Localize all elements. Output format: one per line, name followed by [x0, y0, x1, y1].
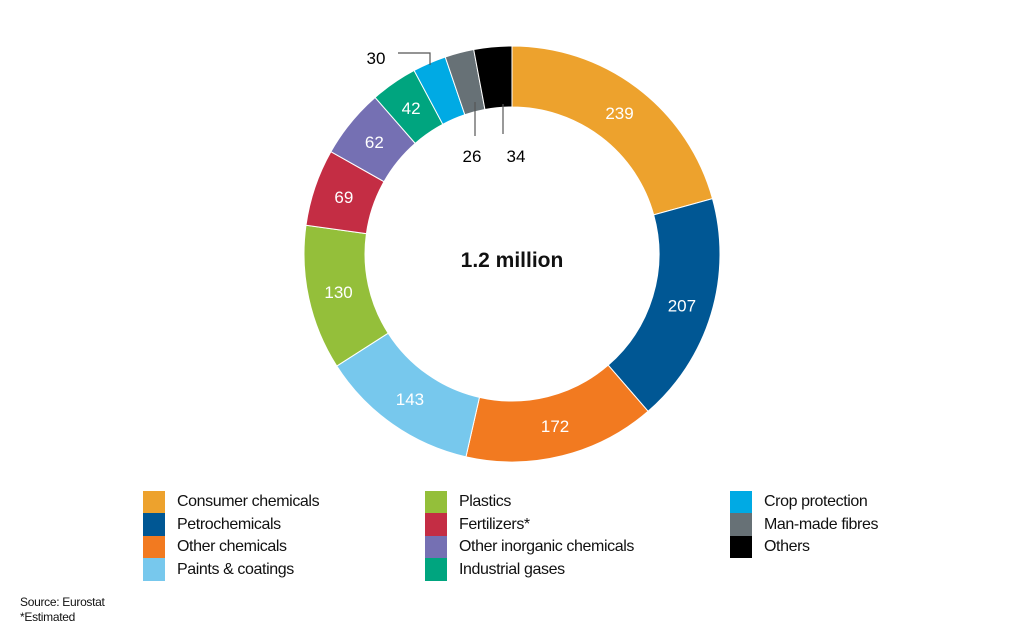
legend-item: Industrial gases [425, 558, 565, 581]
slice-value-label: 143 [396, 390, 424, 409]
legend-item: Plastics [425, 490, 511, 514]
legend-swatch [143, 513, 165, 536]
legend-swatch [730, 535, 752, 559]
slice-value-label: 30 [367, 49, 386, 68]
legend-label: Industrial gases [459, 560, 565, 578]
legend-item: Crop protection [730, 490, 868, 514]
footnote: *Estimated [20, 610, 76, 624]
legend-swatch [730, 513, 752, 536]
legend-label: Plastics [459, 493, 511, 510]
legend-swatch [425, 513, 447, 536]
legend-swatch [143, 558, 165, 581]
slice-value-label: 172 [541, 417, 569, 436]
legend-item: Paints & coatings [143, 558, 294, 581]
legend-item: Other inorganic chemicals [425, 535, 634, 559]
legend-swatch [730, 490, 752, 514]
slice-value-label: 62 [365, 133, 384, 152]
legend-item: Fertilizers* [425, 513, 530, 536]
legend-item: Other chemicals [143, 535, 287, 559]
legend-swatch [143, 535, 165, 559]
slice-value-label: 42 [402, 99, 421, 118]
slice-others [473, 45, 513, 111]
legend-swatch [425, 490, 447, 514]
legend-label: Man-made fibres [764, 515, 879, 533]
slice-value-label: 207 [668, 296, 696, 315]
slice-value-label: 26 [463, 147, 482, 166]
leader-line [398, 52, 431, 65]
legend-label: Fertilizers* [459, 515, 530, 533]
legend-swatch [425, 535, 447, 559]
slice-consumer-chemicals [511, 45, 714, 216]
legend-label: Paints & coatings [177, 560, 294, 578]
center-label: 1.2 million [461, 249, 564, 272]
legend-label: Other inorganic chemicals [459, 538, 634, 555]
legend-item: Consumer chemicals [143, 490, 320, 514]
legend-label: Consumer chemicals [177, 493, 320, 510]
slice-value-label: 130 [324, 283, 352, 302]
legend-swatch [425, 558, 447, 581]
slice-value-label: 69 [334, 188, 353, 207]
slice-other-chemicals [465, 364, 649, 463]
legend-label: Other chemicals [177, 538, 287, 555]
source-note: Source: Eurostat [20, 595, 105, 609]
legend-label: Others [764, 538, 810, 555]
slice-value-label: 239 [605, 104, 633, 123]
legend-swatch [143, 490, 165, 514]
legend-item: Petrochemicals [143, 513, 281, 536]
legend-label: Petrochemicals [177, 515, 281, 533]
legend-item: Man-made fibres [730, 513, 879, 536]
legend-item: Others [730, 535, 810, 559]
legend-label: Crop protection [764, 493, 868, 510]
slice-value-label: 34 [507, 147, 526, 166]
slice-petrochemicals [607, 198, 721, 413]
